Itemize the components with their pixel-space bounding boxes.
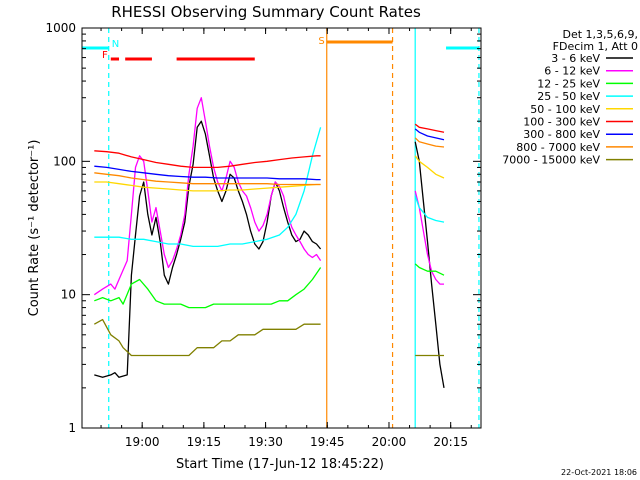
legend-entry-0: 3 - 6 keV bbox=[551, 52, 600, 65]
legend-header-0: Det 1,3,5,6,9, bbox=[562, 28, 638, 41]
series-line-4-segment-1 bbox=[414, 155, 445, 179]
series-line-5-segment-0 bbox=[94, 150, 321, 169]
series-line-2-segment-0 bbox=[94, 267, 322, 309]
series-line-7-segment-1 bbox=[414, 137, 445, 148]
legend-entry-1: 6 - 12 keV bbox=[544, 65, 600, 78]
flag-label-F: F bbox=[102, 50, 108, 61]
x-tick-label-4: 20:00 bbox=[372, 435, 407, 449]
x-axis-label: Start Time (17-Jun-12 18:45:22) bbox=[176, 457, 384, 472]
series-line-7-segment-0 bbox=[94, 172, 321, 186]
legend: Det 1,3,5,6,9,FDecim 1, Att 03 - 6 keV6 … bbox=[502, 28, 638, 167]
series-line-1-segment-1 bbox=[414, 190, 444, 285]
series-line-4-segment-0 bbox=[94, 181, 321, 192]
legend-entry-4: 50 - 100 keV bbox=[530, 103, 600, 116]
series-line-2-segment-1 bbox=[414, 263, 445, 276]
legend-entry-6: 300 - 800 keV bbox=[523, 128, 600, 141]
legend-entry-5: 100 - 300 keV bbox=[523, 116, 600, 129]
series-line-3-segment-1 bbox=[414, 195, 445, 223]
y-tick-label-1: 10 bbox=[61, 288, 76, 302]
y-axis-label: Count Rate (s⁻¹ detector⁻¹) bbox=[27, 140, 42, 317]
x-tick-label-0: 19:00 bbox=[125, 435, 160, 449]
y-tick-label-0: 1 bbox=[68, 421, 76, 435]
y-tick-label-2: 100 bbox=[53, 154, 76, 168]
legend-entry-3: 25 - 50 keV bbox=[537, 90, 600, 103]
chart-title: RHESSI Observing Summary Count Rates bbox=[111, 3, 421, 21]
flag-label-N: N bbox=[112, 39, 119, 50]
x-tick-label-2: 19:30 bbox=[248, 435, 283, 449]
y-tick-label-3: 1000 bbox=[45, 21, 76, 35]
series-line-5-segment-1 bbox=[414, 123, 445, 133]
plot-frame bbox=[81, 27, 482, 429]
series-line-6-segment-0 bbox=[94, 165, 321, 181]
legend-entry-8: 7000 - 15000 keV bbox=[502, 154, 600, 167]
x-tick-label-3: 19:45 bbox=[310, 435, 345, 449]
x-tick-label-1: 19:15 bbox=[187, 435, 222, 449]
series-line-1-segment-0 bbox=[93, 97, 322, 296]
flag-label-S: S bbox=[318, 36, 324, 47]
series-line-3-segment-0 bbox=[94, 127, 322, 248]
legend-header-1: FDecim 1, Att 0 bbox=[553, 40, 638, 53]
legend-entry-2: 12 - 25 keV bbox=[537, 77, 600, 90]
x-tick-label-5: 20:15 bbox=[433, 435, 468, 449]
series-line-6-segment-1 bbox=[414, 128, 445, 141]
legend-entry-7: 800 - 7000 keV bbox=[516, 141, 600, 154]
timestamp: 22-Oct-2021 18:06 bbox=[561, 468, 637, 477]
series-line-8-segment-0 bbox=[93, 318, 321, 357]
